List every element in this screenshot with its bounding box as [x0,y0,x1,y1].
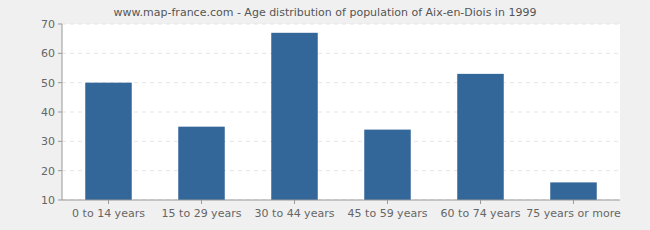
y-tick-label: 30 [41,135,55,148]
x-axis [62,200,620,201]
bar [550,182,597,200]
x-tick-label: 0 to 14 years [72,207,145,220]
bar [457,74,504,200]
x-tick-label: 15 to 29 years [162,207,242,220]
plot-area [62,24,620,200]
y-tick-label: 20 [41,165,55,178]
grid-line [62,53,620,54]
tick-mark [480,200,481,204]
tick-mark [58,141,62,142]
tick-mark [58,82,62,83]
y-tick-label: 50 [41,77,55,90]
bar [271,33,318,200]
y-axis [62,24,63,200]
tick-mark [58,200,62,201]
y-tick-label: 40 [41,106,55,119]
y-tick-label: 60 [41,47,55,60]
tick-mark [573,200,574,204]
tick-mark [387,200,388,204]
bar [178,127,225,200]
bars [85,33,597,200]
y-tick-label: 70 [41,18,55,31]
tick-mark [294,200,295,204]
tick-mark [58,53,62,54]
tick-mark [108,200,109,204]
tick-mark [201,200,202,204]
chart-container: www.map-france.com - Age distribution of… [0,0,650,230]
x-tick-label: 45 to 59 years [348,207,428,220]
title: www.map-france.com - Age distribution of… [114,6,537,19]
chart: www.map-france.com - Age distribution of… [0,0,650,230]
tick-mark [58,112,62,113]
x-tick-label: 75 years or more [526,207,621,220]
bar [364,130,411,200]
grid-line [62,112,620,113]
x-tick-label: 60 to 74 years [441,207,521,220]
tick-mark [58,24,62,25]
grid-line [62,24,620,25]
tick-mark [58,170,62,171]
y-tick-label: 10 [41,194,55,207]
grid-line [62,200,620,201]
x-tick-label: 30 to 44 years [255,207,335,220]
grid-line [62,82,620,83]
bar [85,83,132,200]
grid-line [62,141,620,142]
grid-line [62,170,620,171]
